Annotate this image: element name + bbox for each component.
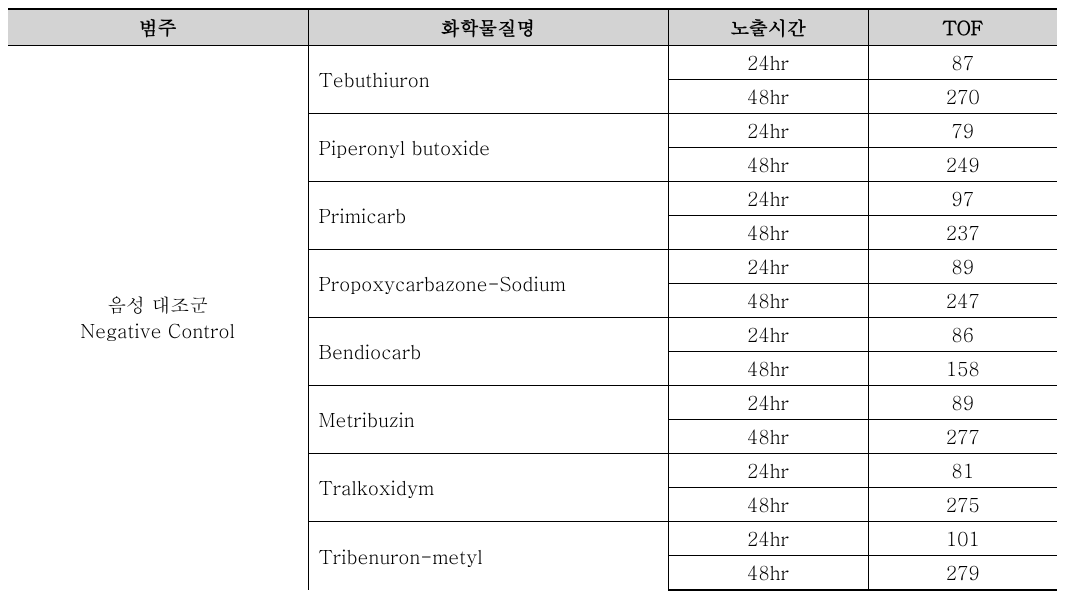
tof-cell: 270	[868, 80, 1057, 114]
exposure-cell: 24hr	[668, 182, 868, 216]
chemical-name-cell: Bendiocarb	[308, 318, 668, 386]
tof-cell: 275	[868, 488, 1057, 522]
tof-cell: 79	[868, 114, 1057, 148]
exposure-cell: 24hr	[668, 250, 868, 284]
chemical-name-cell: Tebuthiuron	[308, 46, 668, 114]
category-label-ko: 음성 대조군	[18, 292, 298, 318]
exposure-cell: 24hr	[668, 454, 868, 488]
exposure-cell: 48hr	[668, 80, 868, 114]
exposure-cell: 48hr	[668, 420, 868, 454]
exposure-cell: 48hr	[668, 284, 868, 318]
tof-cell: 237	[868, 216, 1057, 250]
chemical-name-cell: Tralkoxidym	[308, 454, 668, 522]
tof-cell: 247	[868, 284, 1057, 318]
header-chemical: 화학물질명	[308, 9, 668, 46]
chemical-name-cell: Piperonyl butoxide	[308, 114, 668, 182]
chemical-name-cell: Propoxycarbazone-Sodium	[308, 250, 668, 318]
tof-cell: 249	[868, 148, 1057, 182]
tof-cell: 89	[868, 250, 1057, 284]
tof-cell: 277	[868, 420, 1057, 454]
exposure-cell: 24hr	[668, 386, 868, 420]
header-tof: TOF	[868, 9, 1057, 46]
exposure-cell: 48hr	[668, 352, 868, 386]
exposure-cell: 48hr	[668, 148, 868, 182]
exposure-cell: 24hr	[668, 46, 868, 80]
chemical-name-cell: Metribuzin	[308, 386, 668, 454]
header-category: 범주	[8, 9, 308, 46]
exposure-cell: 24hr	[668, 522, 868, 556]
table-header-row: 범주 화학물질명 노출시간 TOF	[8, 9, 1057, 46]
tof-cell: 158	[868, 352, 1057, 386]
category-cell: 음성 대조군Negative Control	[8, 46, 308, 591]
chemical-name-cell: Tribenuron-metyl	[308, 522, 668, 591]
table-body: 음성 대조군Negative ControlTebuthiuron24hr874…	[8, 46, 1057, 591]
tof-cell: 89	[868, 386, 1057, 420]
exposure-cell: 24hr	[668, 318, 868, 352]
header-exposure: 노출시간	[668, 9, 868, 46]
tof-cell: 81	[868, 454, 1057, 488]
exposure-cell: 48hr	[668, 216, 868, 250]
data-table: 범주 화학물질명 노출시간 TOF 음성 대조군Negative Control…	[8, 8, 1057, 591]
tof-cell: 97	[868, 182, 1057, 216]
exposure-cell: 24hr	[668, 114, 868, 148]
category-label-en: Negative Control	[18, 318, 298, 344]
tof-cell: 101	[868, 522, 1057, 556]
table-row: 음성 대조군Negative ControlTebuthiuron24hr87	[8, 46, 1057, 80]
exposure-cell: 48hr	[668, 556, 868, 591]
exposure-cell: 48hr	[668, 488, 868, 522]
tof-cell: 279	[868, 556, 1057, 591]
tof-cell: 86	[868, 318, 1057, 352]
tof-cell: 87	[868, 46, 1057, 80]
chemical-name-cell: Primicarb	[308, 182, 668, 250]
